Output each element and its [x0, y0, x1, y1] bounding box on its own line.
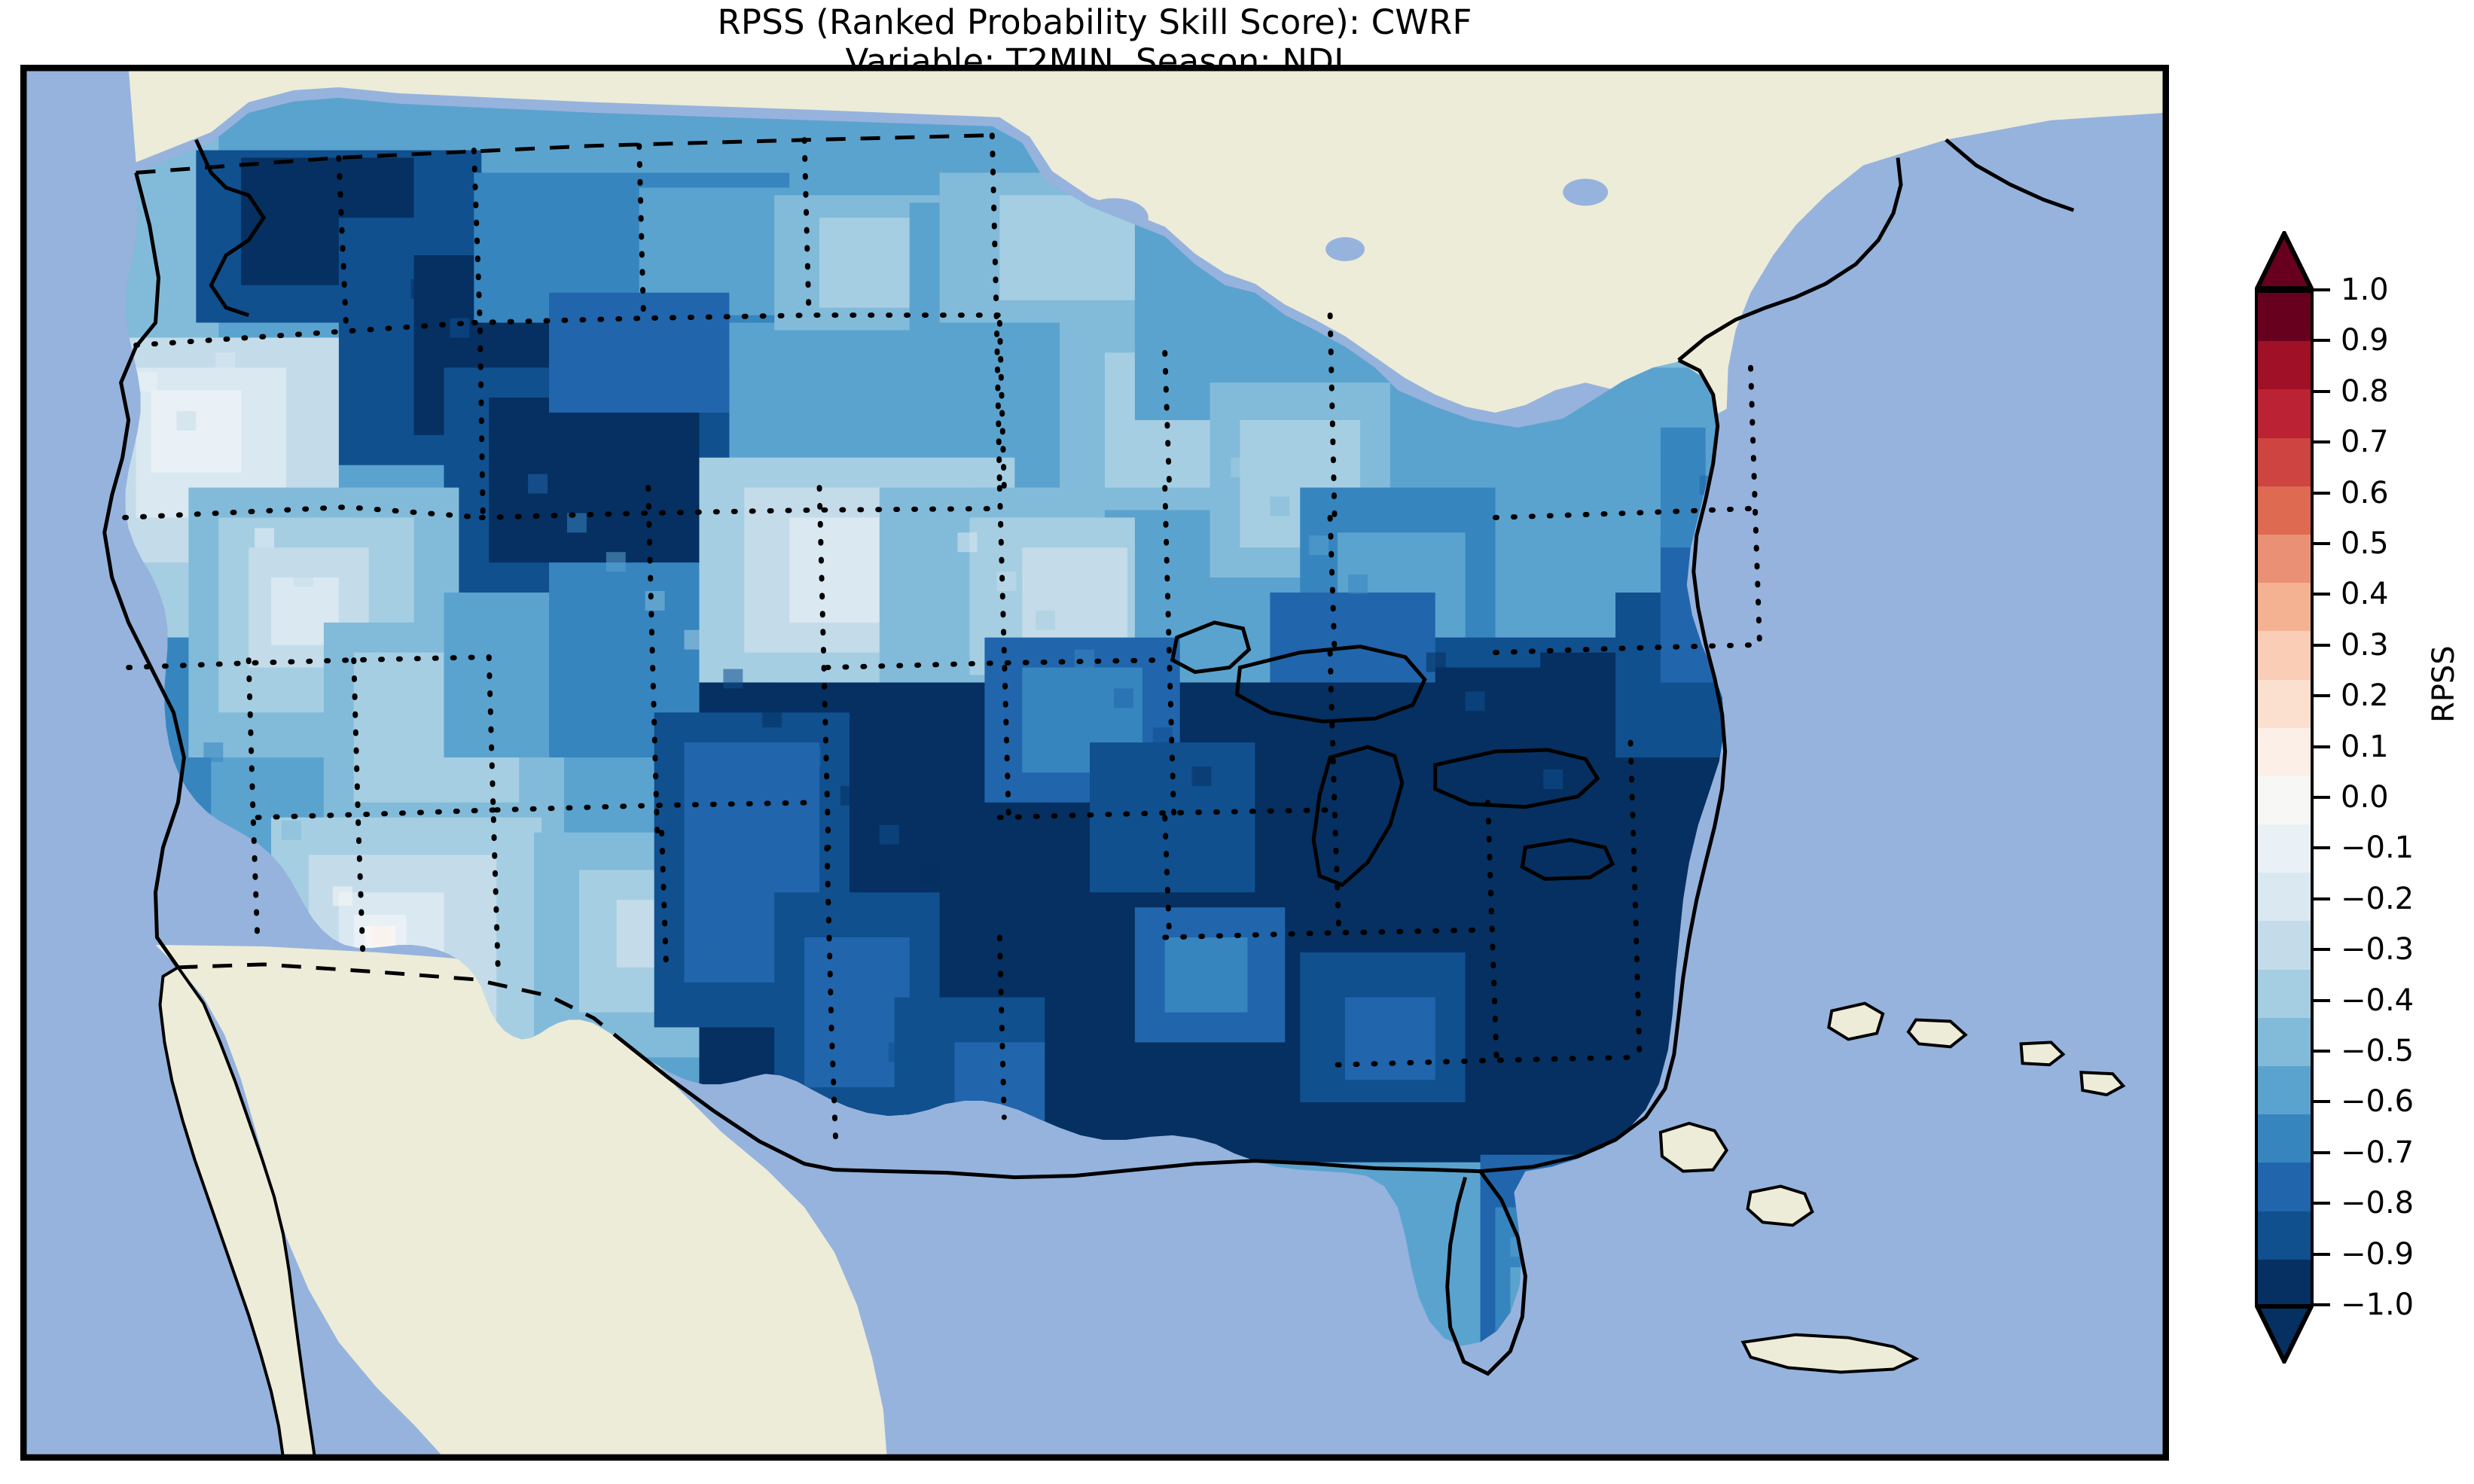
colorbar-band	[2258, 776, 2311, 825]
colorbar-band	[2258, 341, 2311, 390]
colorbar-band	[2258, 437, 2311, 486]
map-canvas	[23, 68, 2166, 1458]
colorbar-tick-label: 0.3	[2341, 627, 2389, 663]
colorbar-tick-mark	[2314, 846, 2330, 850]
colorbar-tick-mark	[2314, 1252, 2330, 1256]
colorbar-tick-mark	[2314, 1050, 2330, 1053]
colorbar-tick-mark	[2314, 542, 2330, 545]
colorbar-band	[2258, 1017, 2311, 1066]
colorbar-tick-label: −0.4	[2341, 983, 2415, 1018]
colorbar-tick-mark	[2314, 1150, 2330, 1154]
state-borders	[122, 133, 1763, 1150]
colorbar-tick-label: 0.9	[2341, 323, 2389, 358]
colorbar-band	[2258, 389, 2311, 438]
colorbar-tick-label: 0.1	[2341, 729, 2389, 764]
colorbar-tick-label: 1.0	[2341, 273, 2389, 307]
colorbar-band	[2258, 534, 2311, 584]
colorbar-extend-bottom-arrow	[2255, 1303, 2314, 1364]
colorbar-tick-mark	[2314, 1303, 2330, 1306]
colorbar-band	[2258, 969, 2311, 1018]
colorbar-tick-mark	[2314, 593, 2330, 596]
colorbar-band	[2258, 679, 2311, 728]
coastlines	[102, 133, 2075, 1376]
colorbar-band	[2258, 1259, 2311, 1308]
colorbar-tick-label: −0.5	[2341, 1034, 2415, 1068]
colorbar-ticks: 1.0 0.9 0.8 0.7 0.6 0.5 0.4 0.3 0.2 0.1 0.0 −0.1 −0.…	[2314, 273, 2464, 1322]
colorbar-tick-mark	[2314, 745, 2330, 748]
colorbar-axis-label: RPSS	[2427, 645, 2461, 723]
colorbar-tick-label: −0.6	[2341, 1084, 2415, 1120]
colorbar-extend-top-arrow	[2255, 231, 2314, 291]
colorbar-tick-mark	[2314, 897, 2330, 900]
title-line-1: RPSS (Ranked Probability Skill Score): C…	[717, 2, 1472, 42]
colorbar-tick-label: −0.7	[2341, 1135, 2415, 1170]
colorbar-tick-mark	[2314, 339, 2330, 343]
colorbar-tick-mark	[2314, 1202, 2330, 1205]
colorbar-tick-mark	[2314, 643, 2330, 647]
colorbar-tick-label: −0.2	[2341, 881, 2415, 916]
colorbar-tick-mark	[2314, 694, 2330, 698]
colorbar-band	[2258, 293, 2311, 342]
colorbar-band	[2258, 1211, 2311, 1260]
colorbar-band	[2258, 727, 2311, 776]
colorbar-tick-mark	[2314, 796, 2330, 799]
colorbar-band	[2258, 583, 2311, 632]
colorbar-tick-label: 0.0	[2341, 780, 2389, 815]
colorbar-band	[2258, 1066, 2311, 1115]
colorbar-tick-label: −0.8	[2341, 1186, 2415, 1221]
colorbar-band	[2258, 1163, 2311, 1211]
colorbar-tick-label: −0.3	[2341, 932, 2415, 967]
colorbar-tick-mark	[2314, 1100, 2330, 1104]
colorbar-band	[2258, 873, 2311, 922]
colorbar-tick-label: 0.4	[2341, 577, 2389, 612]
colorbar-tick-label: −0.1	[2341, 830, 2415, 866]
colorbar-tick-mark	[2314, 440, 2330, 444]
map-axes	[20, 65, 2169, 1461]
colorbar-tick-mark	[2314, 288, 2330, 291]
colorbar-tick-mark	[2314, 389, 2330, 393]
colorbar-band	[2258, 486, 2311, 535]
colorbar-tick-label: 0.2	[2341, 678, 2389, 714]
colorbar-tick-mark	[2314, 998, 2330, 1002]
colorbar-tick-label: 0.5	[2341, 526, 2389, 561]
colorbar-tick-mark	[2314, 948, 2330, 952]
colorbar-tick-label: −0.9	[2341, 1236, 2415, 1272]
colorbar-gradient	[2255, 290, 2314, 1308]
colorbar-tick-label: −1.0	[2341, 1287, 2415, 1322]
colorbar-tick-mark	[2314, 491, 2330, 495]
colorbar-band	[2258, 631, 2311, 680]
colorbar-tick-label: 0.7	[2341, 425, 2389, 460]
colorbar: 1.0 0.9 0.8 0.7 0.6 0.5 0.4 0.3 0.2 0.1 0.0 −0.1 −0.…	[2252, 226, 2474, 1370]
colorbar-tick-label: 0.8	[2341, 373, 2389, 409]
chart-title: RPSS (Ranked Probability Skill Score): C…	[0, 3, 2189, 81]
colorbar-band	[2258, 824, 2311, 873]
colorbar-band	[2258, 921, 2311, 970]
colorbar-tick-label: 0.6	[2341, 475, 2389, 510]
colorbar-band	[2258, 1114, 2311, 1163]
